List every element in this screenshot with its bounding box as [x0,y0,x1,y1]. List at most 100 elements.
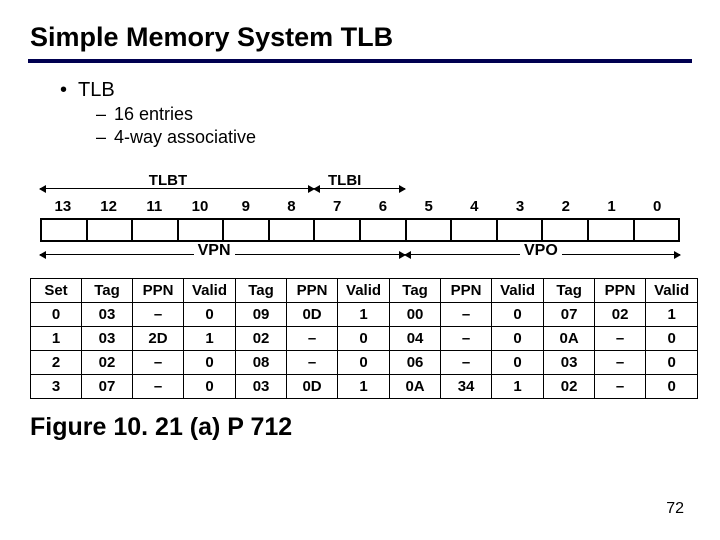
table-cell: 08 [236,351,287,375]
table-cell: 0 [338,327,390,351]
table-header-cell: Tag [82,279,133,303]
table-cell: 02 [595,303,646,327]
table-cell: 0D [287,375,338,399]
bit-cell [179,220,225,240]
bullet-sub2-text: 4-way associative [114,127,256,147]
bit-number: 7 [314,198,360,215]
bit-cell [88,220,134,240]
table-cell: – [595,327,646,351]
table-cell: 06 [390,351,441,375]
table-header-cell: Tag [236,279,287,303]
bit-cell [635,220,679,240]
bit-number: 0 [634,198,680,215]
table-cell: 2D [133,327,184,351]
table-cell: 0 [184,351,236,375]
table-header-cell: Valid [338,279,390,303]
table-cell: 04 [390,327,441,351]
bit-number: 13 [40,198,86,215]
bit-cells [40,218,680,242]
bit-number: 11 [131,198,177,215]
title-rule [28,59,692,63]
bit-number: 2 [543,198,589,215]
table-cell: – [133,303,184,327]
table-cell: 1 [646,303,698,327]
bit-number: 5 [406,198,452,215]
table-row: 307–0030D10A34102–0 [31,375,698,399]
bit-cell [224,220,270,240]
table-cell: 03 [82,303,133,327]
bit-number: 6 [360,198,406,215]
table-cell: 03 [544,351,595,375]
bit-cell [315,220,361,240]
table-cell: 0 [492,303,544,327]
table-cell: 3 [31,375,82,399]
table-cell: 0D [287,303,338,327]
table-cell: 0 [184,375,236,399]
tlb-table: SetTagPPNValidTagPPNValidTagPPNValidTagP… [30,278,698,399]
table-cell: – [441,303,492,327]
table-cell: – [595,375,646,399]
bullet-main: •TLB [60,79,720,102]
table-cell: 07 [544,303,595,327]
table-cell: – [133,375,184,399]
bit-number: 3 [497,198,543,215]
table-cell: 02 [82,351,133,375]
bit-number: 12 [86,198,132,215]
table-cell: 0 [646,327,698,351]
tlbt-label: TLBT [149,172,187,189]
table-header-cell: Valid [492,279,544,303]
table-cell: 00 [390,303,441,327]
table-cell: 1 [338,375,390,399]
bit-number: 4 [451,198,497,215]
slide-title: Simple Memory System TLB [0,0,720,59]
table-cell: 02 [544,375,595,399]
figure-caption: Figure 10. 21 (a) P 712 [0,399,720,442]
bullet-sub1: –16 entries [60,104,720,125]
table-cell: – [287,327,338,351]
bit-cell [42,220,88,240]
table-cell: 0A [544,327,595,351]
bit-cell [589,220,635,240]
table-cell: 03 [236,375,287,399]
bit-number: 1 [589,198,635,215]
table-row: 003–0090D100–007021 [31,303,698,327]
table-cell: – [133,351,184,375]
vpo-label: VPO [520,242,562,260]
table-cell: 03 [82,327,133,351]
table-header-row: SetTagPPNValidTagPPNValidTagPPNValidTagP… [31,279,698,303]
bit-numbers: 131211109876543210 [40,198,680,215]
table-cell: 1 [492,375,544,399]
bit-cell [407,220,453,240]
bit-number: 8 [269,198,315,215]
table-cell: 0A [390,375,441,399]
table-cell: – [595,351,646,375]
vpn-label: VPN [194,242,235,260]
table-cell: 0 [646,375,698,399]
bit-cell [452,220,498,240]
page-number: 72 [666,500,684,518]
bit-diagram: TLBT TLBI 131211109876543210 VPN VPO [40,172,680,262]
table-header-cell: PPN [595,279,646,303]
table-row: 202–008–006–003–0 [31,351,698,375]
table-cell: – [441,327,492,351]
bit-cell [498,220,544,240]
bullet-sub1-text: 16 entries [114,104,193,124]
table-cell: 1 [31,327,82,351]
bit-cell [361,220,407,240]
bit-cell [133,220,179,240]
table-header-cell: PPN [133,279,184,303]
table-cell: 0 [646,351,698,375]
table-cell: 09 [236,303,287,327]
bit-cell [270,220,316,240]
table-cell: – [441,351,492,375]
table-header-cell: PPN [441,279,492,303]
table-cell: 1 [184,327,236,351]
table-header-cell: PPN [287,279,338,303]
table-cell: 07 [82,375,133,399]
bullet-list: •TLB –16 entries –4-way associative [0,79,720,148]
table-cell: – [287,351,338,375]
table-body: 003–0090D100–0070211032D102–004–00A–0202… [31,303,698,399]
bit-number: 10 [177,198,223,215]
bullet-main-text: TLB [78,79,115,101]
table-cell: 1 [338,303,390,327]
